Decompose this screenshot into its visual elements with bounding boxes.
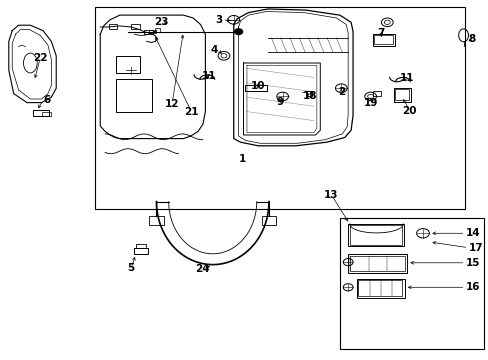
Bar [349, 225, 402, 245]
Text: 2: 2 [337, 87, 344, 97]
Text: 10: 10 [250, 81, 265, 91]
Text: 15: 15 [465, 258, 479, 268]
Bar [144, 30, 153, 34]
Text: 9: 9 [276, 96, 283, 107]
Text: 5: 5 [127, 263, 134, 273]
Text: 19: 19 [363, 98, 377, 108]
Bar [306, 91, 311, 96]
Bar [116, 56, 140, 73]
Circle shape [234, 29, 242, 35]
Text: 18: 18 [303, 91, 317, 102]
Bar [245, 85, 267, 91]
Bar [136, 244, 145, 248]
Text: 7: 7 [377, 28, 385, 38]
Bar [339, 218, 483, 349]
Bar [33, 110, 49, 116]
Text: 17: 17 [468, 243, 482, 253]
Bar [95, 7, 464, 209]
Text: 24: 24 [195, 264, 210, 274]
Bar [394, 89, 408, 100]
Bar [373, 35, 392, 44]
Bar [393, 88, 410, 102]
Bar [154, 28, 160, 32]
Bar [149, 216, 163, 225]
Bar [116, 79, 151, 112]
Text: 13: 13 [324, 190, 338, 200]
Text: 8: 8 [468, 34, 474, 44]
Text: 3: 3 [215, 15, 222, 25]
Bar [108, 24, 117, 29]
Text: 4: 4 [210, 45, 217, 55]
Text: 1: 1 [238, 154, 245, 165]
Bar [134, 248, 147, 254]
Bar [349, 256, 404, 271]
Bar [131, 24, 140, 29]
Bar [149, 30, 156, 33]
Bar [347, 254, 406, 273]
Bar [347, 224, 404, 246]
Bar [356, 279, 404, 298]
Text: 23: 23 [154, 17, 168, 27]
Text: 22: 22 [33, 53, 47, 63]
Bar [372, 91, 381, 96]
Text: 16: 16 [465, 282, 479, 292]
Text: 14: 14 [465, 228, 479, 238]
Text: 20: 20 [402, 106, 416, 116]
Bar [372, 34, 394, 46]
Text: 12: 12 [164, 99, 179, 109]
Bar [261, 216, 276, 225]
Text: 6: 6 [43, 95, 50, 105]
Text: 11: 11 [202, 71, 216, 81]
Bar [42, 112, 51, 116]
Bar [358, 280, 402, 296]
Text: 11: 11 [399, 73, 413, 84]
Text: 21: 21 [184, 107, 199, 117]
